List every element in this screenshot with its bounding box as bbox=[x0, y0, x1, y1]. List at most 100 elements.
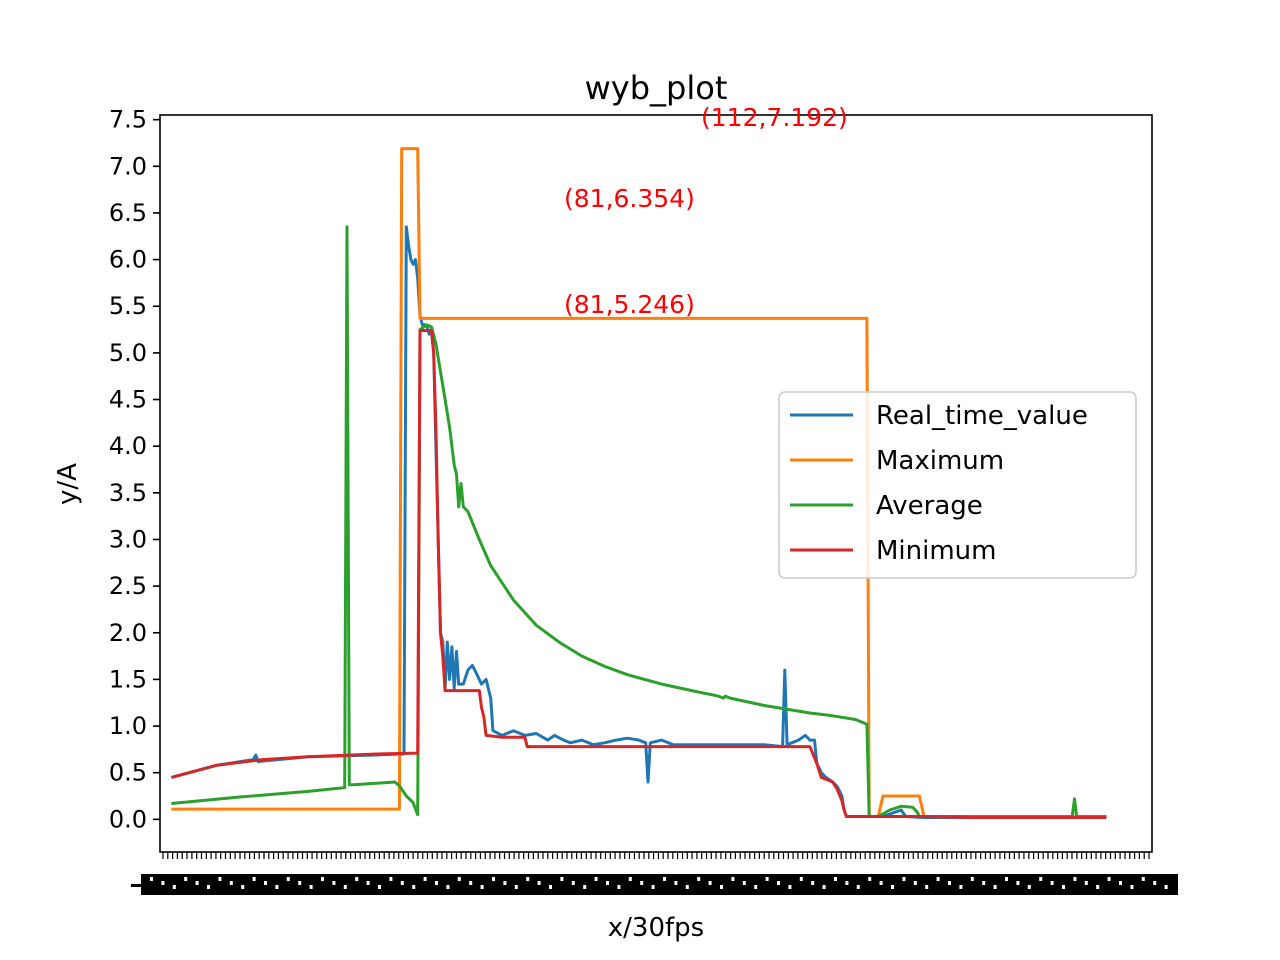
legend-entry: Maximum bbox=[876, 446, 1004, 476]
x-tick-label-gap bbox=[321, 877, 324, 881]
x-tick-label-gap bbox=[412, 885, 416, 889]
x-tick-label-gap bbox=[993, 885, 997, 889]
x-axis-ticks bbox=[162, 852, 1150, 859]
x-tick-label-gap bbox=[286, 877, 290, 881]
legend-entry: Real_time_value bbox=[876, 401, 1088, 431]
y-tick-label: 0.0 bbox=[109, 805, 147, 833]
plot-lines bbox=[171, 147, 1107, 819]
x-tick-label-gap bbox=[446, 885, 450, 889]
x-tick-label-gap bbox=[503, 881, 507, 885]
annotation-label: (81,6.354) bbox=[564, 184, 695, 213]
y-axis-label: y/A bbox=[53, 463, 83, 505]
x-tick-label-gap bbox=[822, 885, 826, 889]
y-tick-label: 6.5 bbox=[109, 199, 147, 227]
y-axis-ticks: 0.0 0.5 1.0 1.5 2.0 2.5 3.0 3.5 4.0 4.5 5.0 5.5 6.0 6… bbox=[109, 106, 160, 833]
x-tick-label-gap bbox=[526, 877, 530, 881]
x-tick-label-gap bbox=[685, 885, 689, 889]
x-tick-label-gap bbox=[697, 877, 701, 881]
x-tick-label-gap bbox=[731, 877, 735, 881]
x-tick-label-gap bbox=[1141, 877, 1145, 881]
y-tick-label: 4.5 bbox=[109, 386, 147, 414]
legend: Real_time_value Maximum Average Minimum bbox=[778, 391, 1137, 579]
x-tick-label-gap bbox=[241, 885, 245, 889]
x-tick-label-gap bbox=[1130, 885, 1134, 889]
x-tick-label-gap bbox=[514, 885, 518, 889]
x-tick-label-gap bbox=[925, 885, 929, 889]
x-tick-label-gap bbox=[811, 881, 815, 885]
annotation-label: (81,5.246) bbox=[564, 290, 695, 319]
annotations: (112,7.192) (81,6.354) (81,5.246) bbox=[564, 103, 848, 319]
x-tick-label-gap bbox=[982, 881, 986, 885]
x-tick-label-gap bbox=[1050, 881, 1054, 885]
x-tick-label-gap bbox=[936, 877, 940, 881]
x-tick-label-gap bbox=[218, 877, 222, 881]
x-tick-label-gap bbox=[765, 877, 769, 881]
y-tick-label: 6.0 bbox=[109, 246, 147, 274]
x-tick-label-gap bbox=[640, 881, 644, 885]
y-tick-label: 1.0 bbox=[109, 712, 147, 740]
x-tick-label-gap bbox=[229, 881, 233, 885]
y-tick-label: 7.5 bbox=[109, 106, 147, 134]
series-line-minimum bbox=[171, 329, 1107, 819]
x-tick-label-gap bbox=[195, 881, 199, 885]
annotation-label: (112,7.192) bbox=[701, 103, 848, 132]
x-tick-label-gap bbox=[400, 881, 404, 885]
x-tick-label-gap bbox=[742, 881, 746, 885]
x-tick-label-gap bbox=[879, 881, 883, 885]
plot-frame bbox=[159, 114, 1153, 853]
y-tick-label: 3.0 bbox=[109, 525, 147, 553]
x-tick-label-gap bbox=[264, 881, 267, 885]
x-tick-label-gap bbox=[1153, 881, 1157, 885]
x-tick-label-gap bbox=[674, 881, 678, 885]
x-tick-label-gap bbox=[868, 877, 872, 881]
x-tick-label-gap bbox=[970, 877, 974, 881]
x-tick-label-gap bbox=[913, 881, 917, 885]
x-tick-label-gap bbox=[617, 885, 621, 889]
x-tick-label-gap bbox=[754, 885, 758, 889]
x-tick-label-band bbox=[141, 874, 1178, 895]
x-axis-label: x/30fps bbox=[608, 913, 704, 943]
x-tick-label-gap bbox=[560, 877, 564, 881]
x-tick-label-gap bbox=[389, 877, 393, 881]
y-tick-label: 2.5 bbox=[109, 572, 147, 600]
x-tick-label-gap bbox=[423, 877, 427, 881]
x-tick-label-gap bbox=[309, 885, 313, 889]
x-tick-label-gap bbox=[571, 881, 575, 885]
x-tick-label-gap bbox=[207, 885, 210, 889]
x-tick-label-gap bbox=[492, 877, 495, 881]
x-tick-label-gap bbox=[1119, 881, 1122, 885]
x-tick-label-gap bbox=[1073, 877, 1077, 881]
x-tick-label-gap bbox=[184, 877, 188, 881]
y-tick-label: 7.0 bbox=[109, 152, 147, 180]
x-tick-label-gap bbox=[378, 885, 381, 889]
x-tick-label-gap bbox=[628, 877, 632, 881]
x-tick-label-gap bbox=[651, 885, 655, 889]
x-tick-label-gap bbox=[1027, 885, 1031, 889]
x-tick-label-gap bbox=[298, 881, 302, 885]
y-tick-label: 5.0 bbox=[109, 339, 147, 367]
x-tick-label-gap bbox=[366, 881, 370, 885]
x-tick-label-gap bbox=[1062, 885, 1065, 889]
x-tick-label-gap bbox=[663, 877, 666, 881]
x-tick-label-gap bbox=[1107, 877, 1111, 881]
legend-box bbox=[778, 391, 1137, 579]
y-tick-label: 4.0 bbox=[109, 432, 147, 460]
x-tick-label-gap bbox=[959, 885, 963, 889]
x-tick-label-gap bbox=[457, 877, 461, 881]
x-tick-label-gap bbox=[343, 885, 347, 889]
x-tick-label-gap bbox=[469, 881, 473, 885]
x-tick-label-gap bbox=[594, 877, 598, 881]
x-tick-label-gap bbox=[252, 877, 256, 881]
x-tick-minus-sign bbox=[131, 884, 143, 887]
y-tick-label: 2.0 bbox=[109, 619, 147, 647]
series-line-average bbox=[171, 225, 1107, 818]
y-tick-label: 0.5 bbox=[109, 759, 147, 787]
x-tick-label-gap bbox=[1039, 877, 1043, 881]
x-tick-label-gap bbox=[788, 885, 792, 889]
x-tick-label-gap bbox=[845, 881, 849, 885]
x-tick-label-gap bbox=[480, 885, 484, 889]
x-tick-label-gap bbox=[777, 881, 780, 885]
x-tick-label-gap bbox=[332, 881, 336, 885]
x-tick-label-gap bbox=[891, 885, 894, 889]
